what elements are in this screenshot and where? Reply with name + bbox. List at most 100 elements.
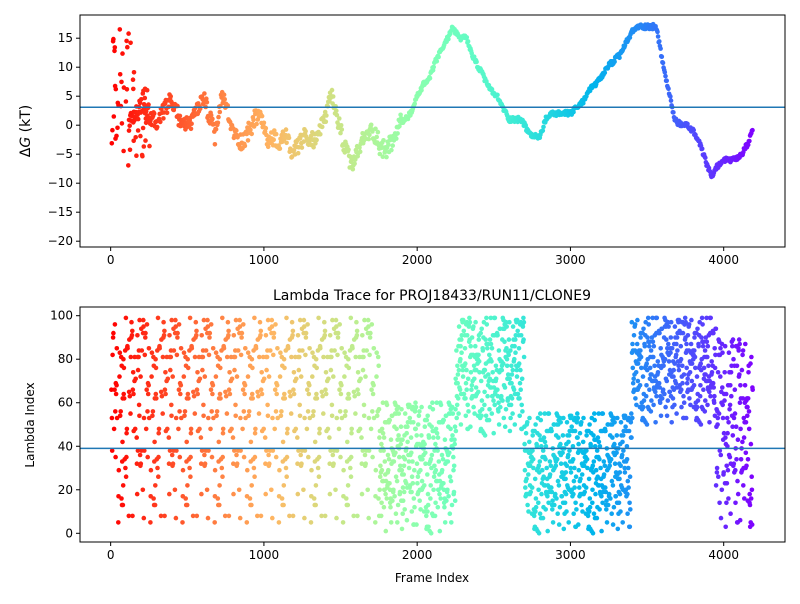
lambda-point — [581, 463, 587, 469]
lambda-point — [220, 426, 226, 432]
lambda-point — [685, 333, 691, 338]
lambda-point — [226, 513, 232, 519]
lambda-point — [218, 365, 223, 371]
lambda-point — [592, 411, 597, 416]
lambda-point — [238, 448, 243, 453]
lambda-point — [326, 376, 331, 382]
lambda-point — [381, 448, 386, 453]
lambda-point — [555, 511, 560, 516]
delta-g-point — [117, 27, 123, 32]
lambda-point — [437, 528, 443, 534]
delta-g-point — [143, 138, 148, 143]
lambda-point — [522, 467, 528, 473]
lambda-point — [691, 383, 697, 388]
lambda-point — [388, 520, 394, 525]
lambda-point — [724, 500, 729, 506]
lambda-point — [630, 341, 635, 347]
lambda-point — [314, 391, 319, 397]
lambda-point — [415, 481, 420, 486]
lambda-point — [402, 457, 408, 462]
lambda-point — [346, 391, 351, 397]
lambda-point — [169, 317, 174, 323]
lambda-point — [207, 335, 212, 340]
lambda-point — [294, 376, 299, 382]
lambda-point — [705, 343, 711, 349]
lambda-point — [163, 370, 168, 375]
lambda-point — [177, 409, 182, 414]
lambda-point — [158, 513, 164, 519]
lambda-point — [628, 507, 633, 512]
lambda-point — [549, 489, 555, 495]
lambda-point — [435, 448, 440, 453]
lambda-point — [153, 365, 159, 371]
lambda-point — [433, 500, 438, 506]
delta-symbol: Δ — [18, 147, 34, 157]
lambda-point — [622, 465, 627, 471]
lambda-point — [401, 472, 407, 477]
lambda-point — [322, 328, 328, 334]
lambda-point — [238, 415, 243, 421]
delta-g-point — [318, 132, 323, 137]
lambda-point — [444, 498, 449, 504]
lambda-point — [428, 483, 434, 488]
lambda-point — [685, 376, 690, 382]
delta-g-point — [283, 127, 289, 132]
lambda-point — [142, 448, 147, 453]
lambda-point — [296, 448, 301, 453]
lambda-point — [447, 474, 453, 480]
lambda-point — [126, 513, 132, 519]
lambda-point — [635, 317, 640, 323]
lambda-point — [232, 367, 237, 373]
lambda-point — [712, 393, 717, 399]
lambda-point — [252, 430, 258, 436]
lambda-point — [173, 415, 179, 421]
delta-g-point — [217, 109, 223, 115]
lambda-point — [173, 317, 178, 323]
lambda-point — [499, 367, 505, 373]
lambda-point — [484, 315, 489, 321]
lambda-point — [257, 319, 263, 325]
lambda-point — [312, 439, 318, 445]
lambda-point — [660, 387, 666, 393]
lambda-point — [518, 333, 524, 338]
lambda-point — [249, 502, 254, 508]
lambda-point — [143, 330, 148, 336]
lambda-point — [537, 433, 542, 438]
lambda-point — [724, 463, 729, 469]
lambda-point — [669, 420, 674, 425]
lambda-point — [291, 391, 297, 397]
lambda-point — [540, 467, 545, 473]
lambda-point — [305, 409, 311, 414]
lambda-point — [349, 430, 354, 436]
lambda-point — [473, 385, 479, 390]
lambda-point — [577, 430, 583, 436]
lambda-point — [532, 476, 538, 482]
lambda-point — [533, 496, 539, 501]
lambda-point — [725, 444, 730, 449]
lambda-point — [651, 354, 656, 360]
lambda-point — [156, 454, 161, 460]
lambda-point — [220, 315, 225, 321]
lambda-point — [158, 389, 164, 395]
lambda-point — [721, 430, 727, 436]
lambda-point — [278, 350, 283, 356]
lambda-point — [585, 465, 590, 471]
lambda-point — [568, 470, 574, 475]
lambda-point — [702, 348, 708, 353]
lambda-point — [141, 324, 146, 329]
lambda-point — [199, 491, 204, 497]
lambda-point — [509, 380, 514, 386]
lambda-point — [647, 365, 653, 371]
lambda-point — [348, 465, 353, 471]
lambda-point — [456, 411, 461, 416]
lambda-point — [154, 396, 159, 401]
y-tick-label: 40 — [58, 439, 73, 453]
lambda-point — [138, 374, 143, 379]
lambda-point — [664, 337, 669, 342]
lambda-point — [489, 346, 495, 351]
lambda-point — [320, 393, 325, 399]
lambda-point — [482, 367, 488, 373]
lambda-point — [658, 413, 664, 419]
lambda-point — [733, 500, 738, 506]
lambda-point — [557, 415, 563, 421]
